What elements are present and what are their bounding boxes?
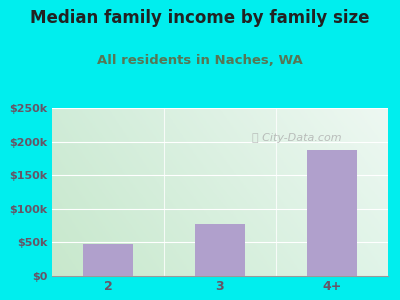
Bar — [307, 150, 357, 276]
Text: Median family income by family size: Median family income by family size — [30, 9, 370, 27]
Text: ⓘ City-Data.com: ⓘ City-Data.com — [252, 133, 342, 143]
Bar — [83, 244, 133, 276]
Text: All residents in Naches, WA: All residents in Naches, WA — [97, 54, 303, 67]
Bar — [195, 224, 245, 276]
